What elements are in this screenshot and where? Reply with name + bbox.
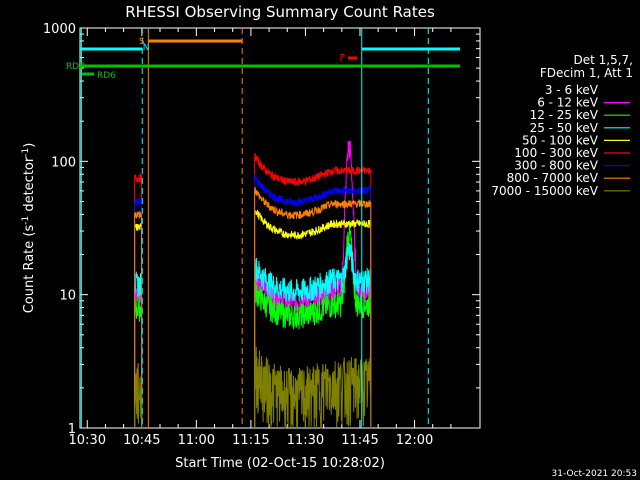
plot-frame bbox=[79, 27, 481, 429]
y-axis-label: Count Rate (s-1 detector-1) bbox=[21, 143, 37, 314]
flag-label: RDB bbox=[66, 62, 85, 72]
x-tick-label: 10:30 bbox=[69, 433, 106, 448]
series-line-second-window bbox=[254, 152, 372, 429]
x-tick-label: 11:15 bbox=[232, 433, 269, 448]
x-tick-label: 11:30 bbox=[287, 433, 324, 448]
series-line-second-window bbox=[254, 242, 372, 429]
series-line-first-window bbox=[134, 363, 143, 429]
x-tick-label: 11:00 bbox=[178, 433, 215, 448]
legend-entry-label: 3 - 6 keV bbox=[545, 83, 599, 97]
x-axis-label: Start Time (02-Oct-15 10:28:02) bbox=[175, 456, 385, 471]
x-tick-label: 12:00 bbox=[396, 433, 433, 448]
series-line-second-window bbox=[254, 173, 372, 429]
x-tick-label: 10:45 bbox=[123, 433, 160, 448]
legend-header-line: FDecim 1, Att 1 bbox=[540, 66, 633, 80]
legend-entry-label: 7000 - 15000 keV bbox=[491, 184, 598, 198]
legend-entry-label: 6 - 12 keV bbox=[537, 96, 599, 110]
y-tick-label: 1 bbox=[68, 422, 76, 437]
flag-label: S bbox=[139, 37, 145, 47]
y-tick-label: 100 bbox=[51, 155, 76, 170]
legend-entry-label: 100 - 300 keV bbox=[514, 146, 598, 160]
footer-timestamp: 31-Oct-2021 20:53 bbox=[552, 469, 637, 479]
flag-label: F bbox=[340, 53, 346, 64]
flag-label: N bbox=[143, 43, 150, 53]
series-line-first-window bbox=[134, 211, 143, 429]
legend-entry-label: 25 - 50 keV bbox=[530, 121, 599, 135]
y-tick-label: 10 bbox=[59, 289, 76, 304]
x-tick-label: 11:45 bbox=[341, 433, 378, 448]
chart-title: RHESSI Observing Summary Count Rates bbox=[125, 3, 435, 21]
series-line-first-window bbox=[134, 198, 143, 429]
legend-header-line: Det 1,5,7, bbox=[574, 53, 634, 67]
series-line-second-window bbox=[254, 220, 372, 429]
series-line-second-window bbox=[254, 187, 372, 429]
series-line-first-window bbox=[134, 270, 143, 429]
legend-entry-label: 12 - 25 keV bbox=[530, 108, 599, 122]
series-line-second-window bbox=[254, 346, 372, 429]
legend-entry-label: 50 - 100 keV bbox=[522, 133, 599, 147]
legend-entry-label: 800 - 7000 keV bbox=[507, 171, 599, 185]
series-line-first-window bbox=[134, 172, 143, 429]
flag-label: RD6 bbox=[97, 71, 116, 81]
series-line-second-window bbox=[254, 209, 372, 429]
series-line-first-window bbox=[134, 296, 143, 429]
y-tick-label: 1000 bbox=[43, 22, 76, 37]
legend-entry-label: 300 - 800 keV bbox=[514, 159, 598, 173]
series-line-first-window bbox=[134, 223, 143, 429]
